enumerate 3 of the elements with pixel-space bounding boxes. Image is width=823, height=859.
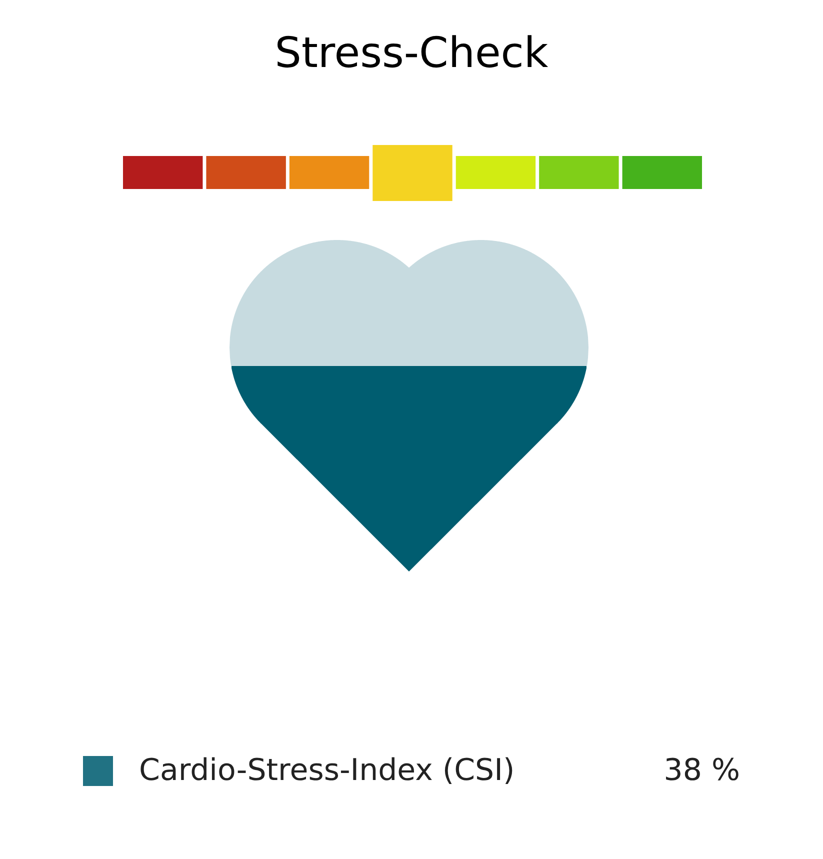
text: Stress-Check — [274, 28, 549, 77]
legend-label: Cardio-Stress-Index (CSI) — [139, 753, 515, 788]
data-label: 38 % — [664, 753, 740, 788]
